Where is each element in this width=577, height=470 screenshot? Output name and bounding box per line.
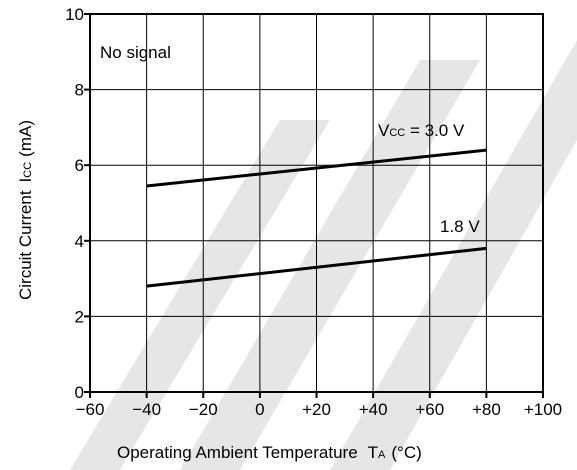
grid — [90, 14, 543, 392]
x-axis-label-symbol: T — [368, 443, 378, 462]
x-tick-label-2: −20 — [189, 400, 218, 419]
x-axis-label: Operating Ambient Temperature TA (°C) — [117, 443, 422, 462]
y-axis-label-text: Circuit Current — [16, 190, 35, 300]
y-tick-label-2: 4 — [75, 232, 84, 251]
series-label-3v-sub: CC — [389, 127, 405, 139]
watermark-stroke-1 — [70, 120, 330, 470]
x-axis-label-sub: A — [378, 449, 386, 461]
x-axis-label-unit: (°C) — [391, 443, 421, 462]
y-axis-label-unit: (mA) — [16, 120, 35, 157]
x-tick-label-1: −40 — [132, 400, 161, 419]
x-tick-label-7: +80 — [472, 400, 501, 419]
y-axis-label: Circuit Current ICC (mA) — [16, 120, 35, 300]
x-tick-label-0: −60 — [76, 400, 105, 419]
y-tick-label-1: 2 — [75, 307, 84, 326]
series — [146, 148, 487, 288]
y-tick-label-4: 8 — [75, 81, 84, 100]
series-line-1 — [146, 246, 487, 288]
x-tick-label-3: 0 — [255, 400, 264, 419]
y-axis-label-symbol: I — [16, 178, 35, 183]
series-label-3v: VCC = 3.0 V — [378, 121, 465, 140]
series-label-3v-prefix: V — [378, 121, 390, 140]
y-tick-label-5: 10 — [65, 5, 84, 24]
x-tick-label-6: +60 — [415, 400, 444, 419]
series-label-1v8: 1.8 V — [440, 217, 480, 236]
y-tick-label-3: 6 — [75, 156, 84, 175]
x-axis-label-text: Operating Ambient Temperature — [117, 443, 358, 462]
x-axis: −60 −40 −20 0 +20 +40 +60 +80 +100 — [76, 392, 562, 419]
condition-note: No signal — [100, 43, 171, 62]
x-tick-label-4: +20 — [302, 400, 331, 419]
x-tick-label-5: +40 — [359, 400, 388, 419]
y-tick-label-0: 0 — [75, 383, 84, 402]
series-label-3v-value: = 3.0 V — [405, 121, 465, 140]
watermark-stroke-3 — [330, 40, 577, 470]
series-line-0 — [146, 148, 487, 188]
y-axis: 0 2 4 6 8 10 — [65, 5, 90, 402]
x-tick-label-8: +100 — [524, 400, 562, 419]
y-axis-label-sub: CC — [22, 162, 34, 178]
